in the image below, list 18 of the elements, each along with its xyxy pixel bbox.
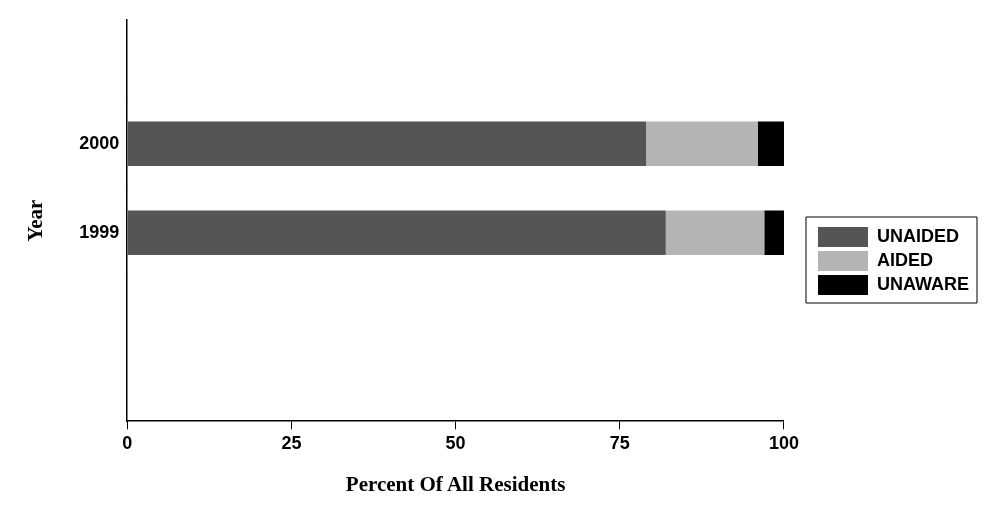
y-tick-label: 2000 bbox=[79, 132, 120, 153]
bar bbox=[127, 210, 666, 256]
bar bbox=[757, 121, 784, 167]
bar bbox=[665, 210, 765, 256]
bar bbox=[764, 210, 784, 256]
bar bbox=[646, 121, 758, 167]
legend-label: UNAWARE bbox=[877, 273, 970, 294]
legend-label: AIDED bbox=[877, 249, 934, 270]
x-tick-label: 75 bbox=[609, 432, 630, 453]
x-tick-label: 25 bbox=[281, 432, 302, 453]
y-tick-label: 1999 bbox=[79, 221, 120, 242]
x-tick-label: 100 bbox=[768, 432, 800, 453]
x-axis-title: Percent Of All Residents bbox=[345, 471, 566, 496]
y-axis-title: Year bbox=[23, 199, 48, 242]
x-tick-label: 0 bbox=[122, 432, 133, 453]
bar bbox=[127, 121, 647, 167]
x-tick-label: 50 bbox=[445, 432, 466, 453]
legend-label: UNAIDED bbox=[877, 225, 960, 246]
